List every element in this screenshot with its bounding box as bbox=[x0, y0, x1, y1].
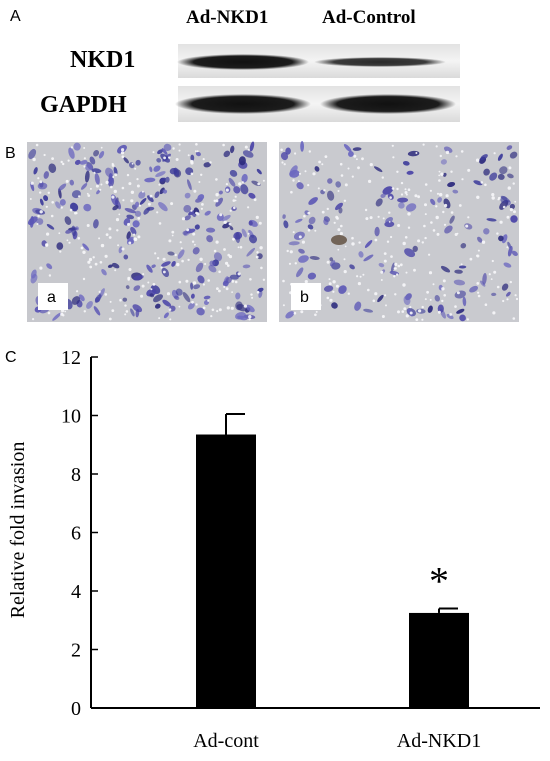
y-tick-label: 12 bbox=[61, 347, 81, 369]
x-category-label: Ad-cont bbox=[193, 730, 259, 752]
panel-a-label: A bbox=[10, 8, 21, 25]
panel-b-label: B bbox=[5, 145, 16, 162]
row-label-gapdh: GAPDH bbox=[40, 92, 127, 118]
lane-label-ad-control: Ad-Control bbox=[322, 7, 416, 28]
y-tick-label: 10 bbox=[61, 406, 81, 428]
y-axis-title: Relative fold invasion bbox=[7, 442, 29, 619]
western-blot-nkd1 bbox=[177, 44, 460, 78]
bar-ad-nkd1 bbox=[409, 612, 469, 708]
y-tick-label: 6 bbox=[71, 523, 81, 545]
y-tick-label: 8 bbox=[71, 464, 81, 486]
micrograph-a: a bbox=[27, 141, 267, 322]
band-nkd1-ad-control bbox=[314, 57, 446, 67]
significance-asterisk: * bbox=[429, 559, 449, 604]
band-gapdh-ad-nkd1 bbox=[175, 94, 311, 114]
bar-ad-cont bbox=[196, 434, 256, 708]
bar-chart: 0 2 4 6 8 10 12 Relative fold invasion Ad-cont… bbox=[7, 347, 540, 752]
band-gapdh-ad-control bbox=[320, 94, 456, 114]
band-nkd1-ad-nkd1 bbox=[177, 54, 309, 70]
micrograph-b: b bbox=[279, 141, 519, 322]
panel-c-label: C bbox=[5, 349, 17, 366]
micrograph-label-b: b bbox=[300, 289, 309, 306]
lane-label-ad-nkd1: Ad-NKD1 bbox=[186, 7, 268, 28]
y-tick-label: 4 bbox=[71, 581, 81, 603]
row-label-nkd1: NKD1 bbox=[70, 47, 135, 73]
y-tick-label: 2 bbox=[71, 640, 81, 662]
western-blot-gapdh bbox=[175, 86, 460, 122]
micrograph-label-a: a bbox=[47, 289, 56, 306]
y-tick-label: 0 bbox=[71, 698, 81, 720]
x-category-label: Ad-NKD1 bbox=[397, 730, 481, 752]
